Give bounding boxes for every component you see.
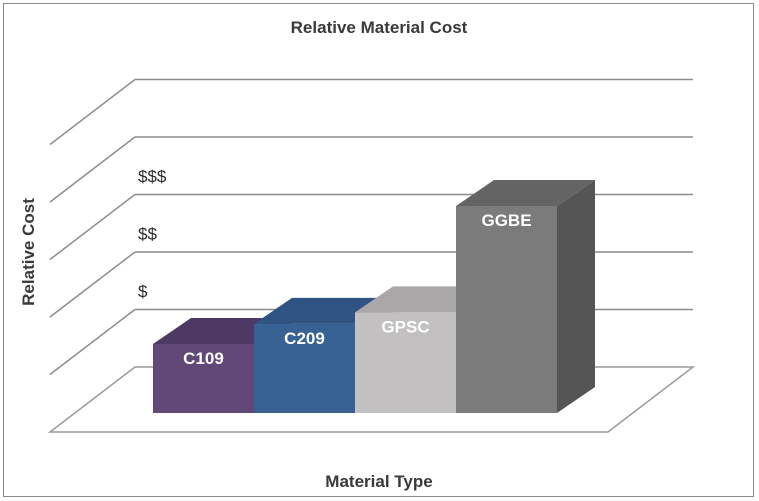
bar-label: GPSC: [381, 317, 429, 336]
y-tick-label: $: [138, 282, 148, 301]
y-tick-labels: $$$$$$: [138, 167, 167, 301]
gridline-side: [49, 308, 136, 376]
y-tick-label: $$$: [138, 167, 167, 186]
bar-side: [557, 180, 595, 413]
gridline-side: [49, 251, 136, 318]
gridline-side: [49, 193, 136, 261]
bar-front: [153, 344, 254, 413]
gridline-side: [49, 136, 136, 203]
bar-front: [355, 312, 456, 413]
y-tick-label: $$: [138, 225, 157, 244]
x-axis-title: Material Type: [325, 472, 432, 491]
bar-top: [456, 180, 595, 206]
bar-label: GGBE: [481, 211, 531, 230]
bar-front: [254, 323, 355, 413]
y-axis-title: Relative Cost: [19, 198, 38, 306]
gridline-side: [49, 78, 136, 146]
bar-label: C209: [284, 329, 325, 348]
chart-title: Relative Material Cost: [291, 18, 468, 37]
bar-front: [456, 206, 557, 413]
bar-ggbe: GGBE: [456, 180, 595, 413]
bar-label: C109: [183, 349, 224, 368]
bars: C109 C209 GPSC GGBE: [153, 180, 595, 413]
